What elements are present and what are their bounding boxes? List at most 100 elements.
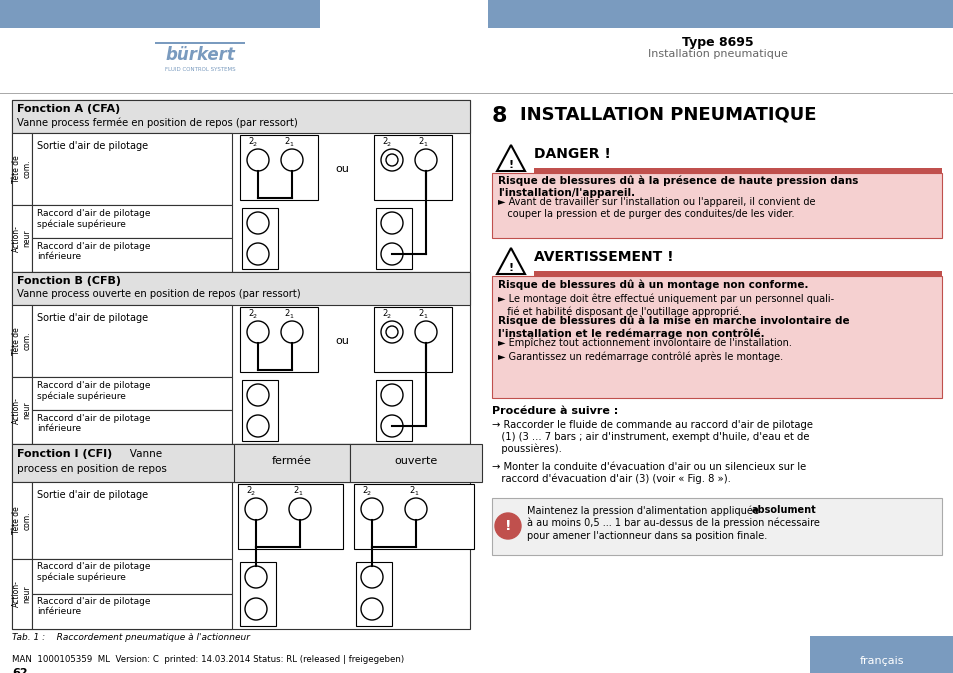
Circle shape [380,149,402,171]
Bar [375,380,412,441]
Bar [12,305,32,377]
Text: Sortie d'air de pilotage: Sortie d'air de pilotage [37,313,148,323]
Bar [12,272,470,444]
Text: bürkert: bürkert [165,46,234,64]
Text: !: ! [508,160,513,170]
Circle shape [247,212,269,234]
Circle shape [281,321,303,343]
Text: Action-
neur: Action- neur [12,225,31,252]
Text: 2: 2 [248,309,253,318]
Bar [32,482,232,559]
Bar [242,380,277,441]
Bar [12,482,32,559]
Circle shape [247,321,269,343]
Text: 2: 2 [381,137,387,146]
Text: 1: 1 [297,491,301,496]
Bar [12,133,32,205]
Text: Raccord d'air de pilotage
inférieure: Raccord d'air de pilotage inférieure [37,597,151,616]
Text: Raccord d'air de pilotage
spéciale supérieure: Raccord d'air de pilotage spéciale supér… [37,381,151,401]
Text: ► Le montage doit être effectué uniquement par un personnel quali-
   fié et hab: ► Le montage doit être effectué uniqueme… [497,294,833,317]
Bar [492,498,941,555]
Text: Raccord d'air de pilotage
spéciale supérieure: Raccord d'air de pilotage spéciale supér… [37,562,151,582]
Text: Risque de blessures dû à un montage non conforme.: Risque de blessures dû à un montage non … [497,279,807,289]
Text: Action-
neur: Action- neur [12,397,31,424]
Circle shape [380,212,402,234]
Text: 2: 2 [293,486,298,495]
Circle shape [495,513,520,539]
Bar [534,168,941,173]
Bar [375,208,412,269]
Text: Sortie d'air de pilotage: Sortie d'air de pilotage [37,490,148,500]
Circle shape [245,498,267,520]
Text: 2: 2 [387,314,391,319]
Text: pour amener l'actionneur dans sa position finale.: pour amener l'actionneur dans sa positio… [526,531,766,541]
Bar [32,559,232,594]
Text: 2: 2 [248,137,253,146]
Text: Fonction A (CFA): Fonction A (CFA) [17,104,120,114]
Text: Risque de blessures dû à la présence de haute pression dans
l'installation/l'app: Risque de blessures dû à la présence de … [497,176,858,198]
Text: 2: 2 [284,309,289,318]
Text: Vanne: Vanne [120,449,162,459]
Text: français: français [859,656,903,666]
Text: 2: 2 [417,137,423,146]
Bar [488,0,953,28]
Bar [32,205,232,238]
Circle shape [245,566,267,588]
Text: Raccord d'air de pilotage
inférieure: Raccord d'air de pilotage inférieure [37,242,151,261]
Text: !: ! [508,263,513,273]
Text: 1: 1 [422,314,426,319]
Text: 2: 2 [284,137,289,146]
Text: Raccord d'air de pilotage
spéciale supérieure: Raccord d'air de pilotage spéciale supér… [37,209,151,229]
Bar [809,636,953,673]
Bar [350,444,481,482]
Text: 2: 2 [381,309,387,318]
Text: Tab. 1 :    Raccordement pneumatique à l'actionneur: Tab. 1 : Raccordement pneumatique à l'ac… [12,633,250,642]
Bar [32,594,232,629]
Text: AVERTISSEMENT !: AVERTISSEMENT ! [534,250,673,264]
Text: MAN  1000105359  ML  Version: C  printed: 14.03.2014 Status: RL (released | frei: MAN 1000105359 ML Version: C printed: 14… [12,655,404,664]
Bar [32,305,232,377]
Circle shape [415,149,436,171]
Text: 2: 2 [417,309,423,318]
Bar [12,377,32,444]
Bar [242,208,277,269]
Bar [12,444,470,482]
Bar [12,205,32,272]
Bar [32,133,232,205]
Bar [355,562,392,626]
Text: 2: 2 [253,314,256,319]
Bar [240,307,317,372]
Bar [354,484,474,549]
Text: INSTALLATION PNEUMATIQUE: INSTALLATION PNEUMATIQUE [519,106,816,124]
Bar [12,100,470,133]
Text: Fonction I (CFI): Fonction I (CFI) [17,449,112,459]
Circle shape [247,384,269,406]
Text: 2: 2 [361,486,367,495]
Bar [0,636,953,673]
Bar [32,377,232,410]
Bar [492,173,941,238]
Text: Vanne process ouverte en position de repos (par ressort): Vanne process ouverte en position de rep… [17,289,300,299]
Text: ou: ou [335,336,349,346]
Circle shape [360,598,382,620]
Circle shape [360,566,382,588]
Text: 2: 2 [367,491,371,496]
Circle shape [245,598,267,620]
Text: fermée: fermée [272,456,312,466]
Text: Type 8695: Type 8695 [681,36,753,49]
Text: 2: 2 [409,486,414,495]
Circle shape [405,498,427,520]
Text: à au moins 0,5 ... 1 bar au-dessus de la pression nécessaire: à au moins 0,5 ... 1 bar au-dessus de la… [526,518,819,528]
Text: 1: 1 [422,142,426,147]
Text: 2: 2 [253,142,256,147]
Text: Tête de
com.: Tête de com. [12,507,31,534]
Text: Procédure à suivre :: Procédure à suivre : [492,406,618,416]
Text: 2: 2 [251,491,254,496]
Text: ouverte: ouverte [394,456,437,466]
Circle shape [289,498,311,520]
Text: DANGER !: DANGER ! [534,147,610,161]
Circle shape [360,498,382,520]
Text: Vanne process fermée en position de repos (par ressort): Vanne process fermée en position de repo… [17,117,297,127]
Bar [492,276,941,398]
Text: 62: 62 [12,668,28,673]
